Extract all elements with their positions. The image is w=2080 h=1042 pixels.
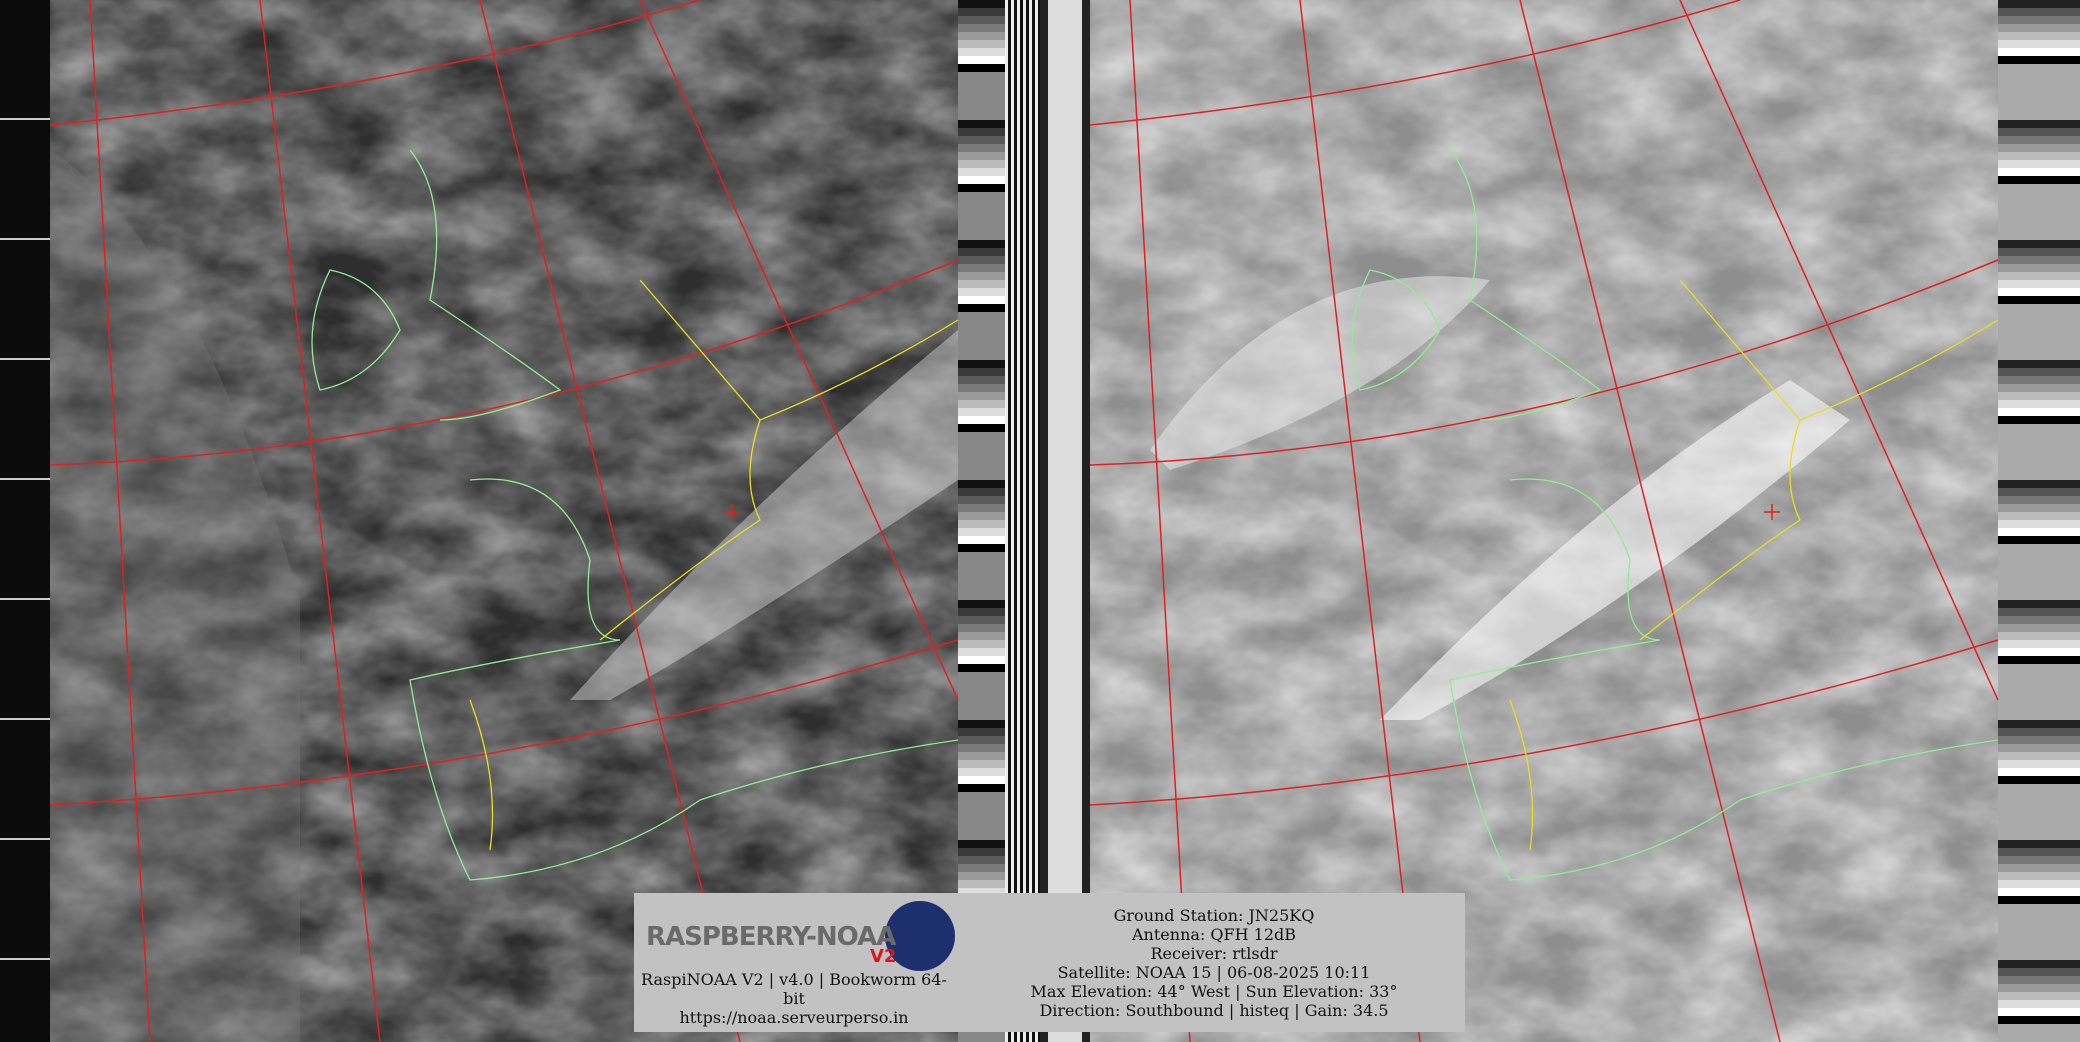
logo-text: RASPBERRY-NOAA (646, 922, 896, 952)
receiver: Receiver: rtlsdr (1150, 944, 1278, 963)
telemetry-a-strip (958, 0, 1005, 1042)
space-b-strip (1040, 0, 1090, 1042)
satellite-icon (885, 901, 955, 971)
software-version: RaspiNOAA V2 | v4.0 | Bookworm 64-bit (641, 970, 947, 1008)
ground-station: Ground Station: JN25KQ (1113, 906, 1315, 925)
pass-info-box: RASPBERRY-NOAA V2 RaspiNOAA V2 | v4.0 | … (634, 893, 1465, 1032)
satellite-pass: Satellite: NOAA 15 | 06-08-2025 10:11 (1057, 963, 1371, 982)
channel-a-visible-image (50, 0, 958, 1042)
logo-version: V2 (870, 946, 897, 967)
direction-settings: Direction: Southbound | histeq | Gain: 3… (1039, 1001, 1389, 1020)
pass-details: Ground Station: JN25KQ Antenna: QFH 12dB… (964, 906, 1464, 1020)
telemetry-b-strip (1998, 0, 2080, 1042)
sync-a-strip (0, 0, 50, 1042)
station-branding: RASPBERRY-NOAA V2 RaspiNOAA V2 | v4.0 | … (634, 893, 955, 1032)
raspberry-noaa-logo: RASPBERRY-NOAA V2 (640, 898, 955, 974)
elevation: Max Elevation: 44° West | Sun Elevation:… (1030, 982, 1398, 1001)
station-url: https://noaa.serveurperso.in (679, 1008, 909, 1027)
channel-b-infrared-image (1090, 0, 1998, 1042)
antenna: Antenna: QFH 12dB (1132, 925, 1296, 944)
